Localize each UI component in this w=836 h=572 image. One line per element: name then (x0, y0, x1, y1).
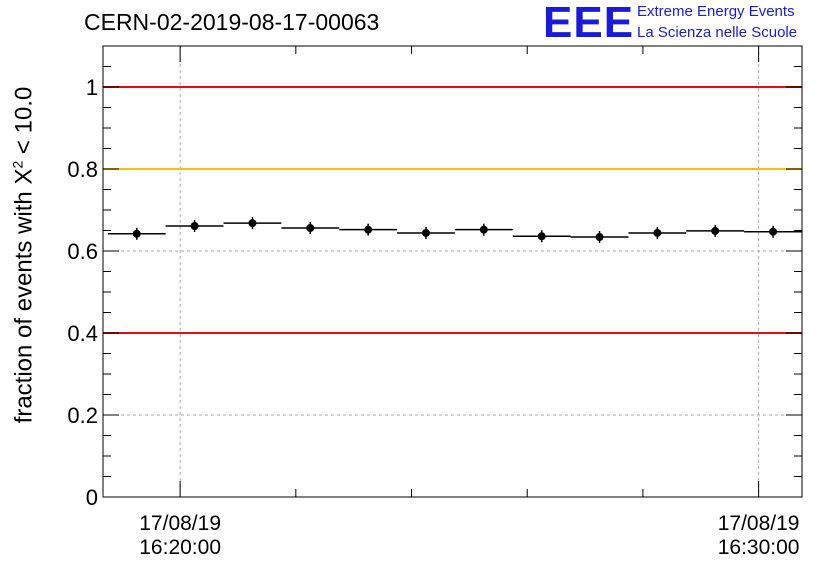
y-tick-label: 0.2 (67, 403, 98, 428)
logo-line-1: Extreme Energy Events (637, 3, 795, 20)
y-axis-label: fraction of events with X2 < 10.0 (10, 87, 39, 424)
x-tick-time: 16:30:00 (717, 536, 800, 559)
eee-logo: EEE (543, 0, 635, 47)
y-tick-label: 1 (86, 75, 98, 100)
data-point (653, 228, 662, 237)
y-tick-label: 0 (86, 485, 98, 510)
x-tick-label: 17/08/19 16:30:00 (689, 512, 829, 560)
y-tick-label: 0.8 (67, 157, 98, 182)
data-point (248, 219, 257, 228)
y-axis-label-suffix: < 10.0 (10, 86, 38, 161)
data-point (537, 232, 546, 241)
data-point (132, 229, 141, 238)
data-point (190, 221, 199, 230)
x-tick-date: 17/08/19 (717, 512, 800, 535)
data-point (711, 226, 720, 235)
data-point (364, 225, 373, 234)
y-axis-label-prefix: fraction of events with X (10, 168, 38, 424)
data-point (595, 233, 604, 242)
y-axis-label-sup: 2 (9, 160, 26, 169)
data-point (479, 225, 488, 234)
logo-line-2: La Scienza nelle Scuole (637, 24, 798, 41)
y-tick-label: 0.6 (67, 239, 98, 264)
x-tick-date: 17/08/19 (139, 512, 221, 535)
data-point (769, 227, 778, 236)
plot-frame (102, 45, 803, 498)
x-tick-time: 16:20:00 (139, 536, 221, 559)
data-point (306, 224, 315, 233)
x-tick-label: 17/08/19 16:20:00 (110, 512, 250, 560)
data-point (421, 228, 430, 237)
y-axis-label-wrap: fraction of events with X2 < 10.0 (0, 50, 48, 460)
y-tick-label: 0.4 (67, 321, 98, 346)
run-title: CERN-02-2019-08-17-00063 (84, 9, 380, 35)
